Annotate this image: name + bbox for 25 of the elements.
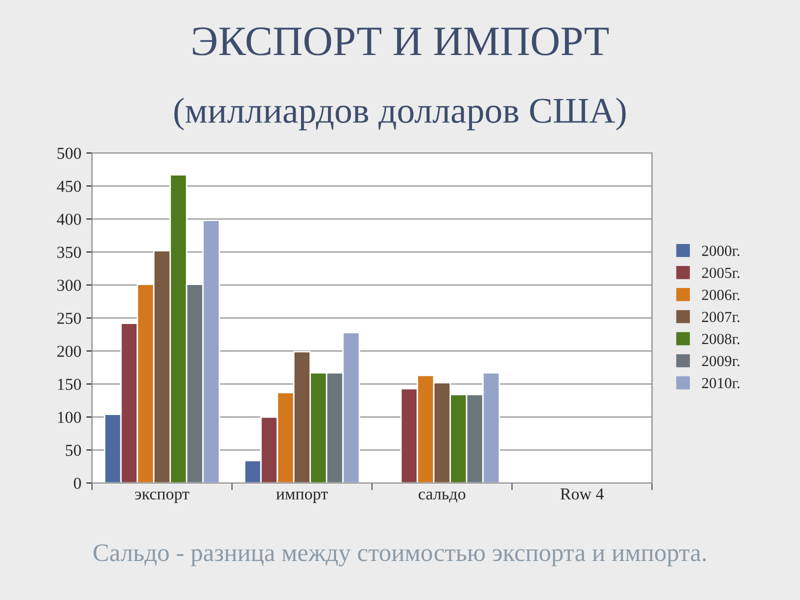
x-tick-label: импорт: [276, 492, 328, 503]
y-tick-label: 200: [57, 346, 81, 357]
text: Сальдо - разница между стоимостью экспорта и импорта.: [94, 544, 706, 566]
y-tick-label: 450: [56, 180, 81, 192]
legend-label: 2005г.: [702, 268, 740, 278]
legend-label: 2007г.: [702, 312, 740, 322]
y-tick-label: 250: [57, 312, 81, 324]
y-tick-label: 400: [56, 214, 81, 225]
y-tick-label: 0: [74, 478, 81, 489]
y-tick-label: 350: [57, 246, 81, 258]
y-tick-label: 300: [57, 280, 81, 291]
legend-label: 2008г.: [702, 334, 740, 344]
y-tick-label: 100: [58, 412, 81, 423]
legend-label: 2010г.: [702, 378, 740, 388]
x-tick-label: сальдо: [418, 492, 466, 503]
y-tick-label: 500: [58, 148, 81, 159]
legend-label: 2006г.: [702, 290, 740, 300]
x-tick-label: экспорт: [135, 492, 190, 503]
chart-title: ЭКСПОРТ И ИМПОРТ: [192, 27, 609, 56]
legend-label: 2000г.: [702, 246, 740, 256]
x-tick-label: Row 4: [560, 488, 604, 500]
legend-label: 2009г.: [702, 356, 740, 366]
y-tick-label: 50: [66, 444, 81, 456]
y-tick-label: 150: [58, 378, 81, 390]
chart-subtitle: (миллиардов долларов США): [174, 98, 626, 130]
